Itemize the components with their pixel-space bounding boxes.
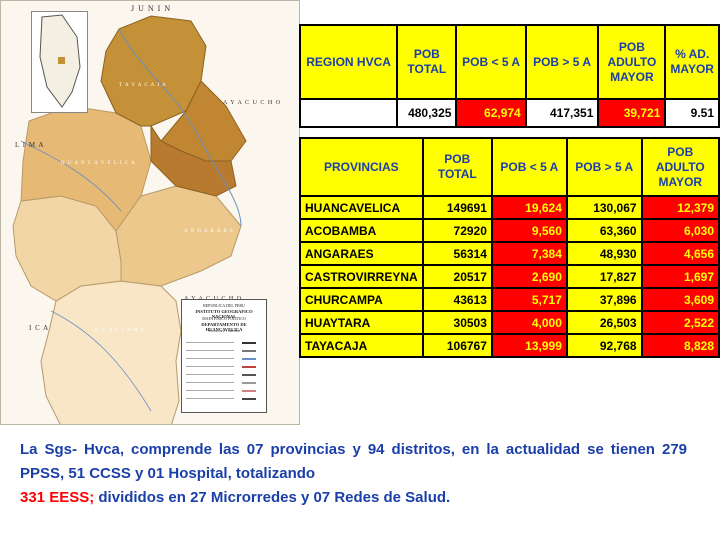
province-over5: 37,896 <box>565 287 643 312</box>
province-over5: 26,503 <box>565 310 643 335</box>
summary-pob-over5: 417,351 <box>524 98 600 128</box>
acobamba-region <box>150 124 237 197</box>
lima-label: L I M A <box>15 141 45 149</box>
header-pob-total: POB TOTAL <box>396 24 458 100</box>
region-summary-table: REGION HVCA POB TOTAL POB < 5 A POB > 5 … <box>298 24 720 128</box>
table-row: HUANCAVELICA 149691 19,624 130,067 12,37… <box>299 195 721 220</box>
header-pob-under5: POB < 5 A <box>490 137 568 197</box>
header-pob-adulto-mayor: POB ADULTO MAYOR <box>640 137 721 197</box>
table-row: TAYACAJA 106767 13,999 92,768 8,828 <box>299 333 721 358</box>
province-over5: 130,067 <box>565 195 643 220</box>
map-legend: REPUBLICA DEL PERU INSTITUTO GEOGRAFICO … <box>181 299 267 413</box>
table-row: ANGARAES 56314 7,384 48,930 4,656 <box>299 241 721 266</box>
header-pob-under5: POB < 5 A <box>455 24 527 100</box>
header-pob-over5: POB > 5 A <box>565 137 643 197</box>
huaytara-label: H U A Y T A R A <box>95 328 145 333</box>
province-under5: 9,560 <box>490 218 568 243</box>
peru-inset-map <box>31 11 88 113</box>
province-name: HUAYTARA <box>299 310 424 335</box>
province-under5: 13,999 <box>490 333 568 358</box>
header-pob-adulto-mayor: POB ADULTO MAYOR <box>597 24 667 100</box>
summary-pct-ad-mayor: 9.51 <box>664 98 720 128</box>
ayacucho-top-label: A Y A C U C H O <box>223 100 282 106</box>
province-name: TAYACAJA <box>299 333 424 358</box>
province-under5: 2,690 <box>490 264 568 289</box>
province-over5: 63,360 <box>565 218 643 243</box>
junin-label: J U N I N <box>131 4 172 13</box>
summary-pob-under5: 62,974 <box>455 98 527 128</box>
header-provincias: PROVINCIAS <box>299 137 424 197</box>
province-under5: 5,717 <box>490 287 568 312</box>
legend-line-4: DEPARTAMENTO DE HUANCAVELICA <box>201 322 247 332</box>
province-total: 149691 <box>421 195 493 220</box>
province-elderly: 12,379 <box>640 195 721 220</box>
paragraph-highlight: 331 EESS; <box>20 489 95 506</box>
province-total: 72920 <box>421 218 493 243</box>
legend-line-2: INSTITUTO GEOGRAFICO NACIONAL <box>195 309 253 319</box>
province-under5: 7,384 <box>490 241 568 266</box>
province-over5: 48,930 <box>565 241 643 266</box>
header-pob-total: POB TOTAL <box>421 137 493 197</box>
province-total: 20517 <box>421 264 493 289</box>
tayacaja-label: T A Y A C A J A <box>119 83 167 88</box>
province-elderly: 1,697 <box>640 264 721 289</box>
province-under5: 19,624 <box>490 195 568 220</box>
province-name: ACOBAMBA <box>299 218 424 243</box>
summary-region-cell <box>298 98 399 128</box>
province-elderly: 8,828 <box>640 333 721 358</box>
provinces-table: PROVINCIAS POB TOTAL POB < 5 A POB > 5 A… <box>299 137 721 358</box>
summary-adulto-mayor: 39,721 <box>597 98 667 128</box>
province-over5: 92,768 <box>565 333 643 358</box>
province-elderly: 6,030 <box>640 218 721 243</box>
legend-line-5: ESCALA 1:1 000 000 <box>208 329 240 333</box>
province-elderly: 2,522 <box>640 310 721 335</box>
province-under5: 4,000 <box>490 310 568 335</box>
province-over5: 17,827 <box>565 264 643 289</box>
province-total: 43613 <box>421 287 493 312</box>
province-total: 106767 <box>421 333 493 358</box>
table-row: ACOBAMBA 72920 9,560 63,360 6,030 <box>299 218 721 243</box>
province-total: 56314 <box>421 241 493 266</box>
huancavelica-map: J U N I N L I M A I C A A Y A C U C H O … <box>0 0 300 425</box>
paragraph-text-2: divididos en 27 Microrredes y 07 Redes d… <box>98 489 451 506</box>
province-elderly: 3,609 <box>640 287 721 312</box>
header-pob-over5: POB > 5 A <box>524 24 600 100</box>
province-name: HUANCAVELICA <box>299 195 424 220</box>
table-row: CHURCAMPA 43613 5,717 37,896 3,609 <box>299 287 721 312</box>
summary-pob-total: 480,325 <box>396 98 458 128</box>
map-drawing <box>1 1 299 424</box>
table-row: HUAYTARA 30503 4,000 26,503 2,522 <box>299 310 721 335</box>
province-elderly: 4,656 <box>640 241 721 266</box>
summary-paragraph: La Sgs- Hvca, comprende las 07 provincia… <box>20 438 687 510</box>
ica-label: I C A <box>29 324 50 332</box>
province-name: ANGARAES <box>299 241 424 266</box>
angaraes-label: A N G A R A E S <box>184 229 234 234</box>
province-name: CASTROVIRREYNA <box>299 264 424 289</box>
header-region-hvca: REGION HVCA <box>298 24 399 100</box>
legend-line-3: MAPA FISICO POLITICO <box>202 316 246 321</box>
huaytara-region <box>40 280 182 424</box>
legend-line-1: REPUBLICA DEL PERU <box>203 303 245 308</box>
header-pct-ad-mayor: % AD. MAYOR <box>664 24 720 100</box>
huancavelica-label: H U A N C A V E L I C A <box>61 161 136 166</box>
province-total: 30503 <box>421 310 493 335</box>
province-name: CHURCAMPA <box>299 287 424 312</box>
table-row: CASTROVIRREYNA 20517 2,690 17,827 1,697 <box>299 264 721 289</box>
paragraph-text-1: La Sgs- Hvca, comprende las 07 provincia… <box>20 441 687 482</box>
